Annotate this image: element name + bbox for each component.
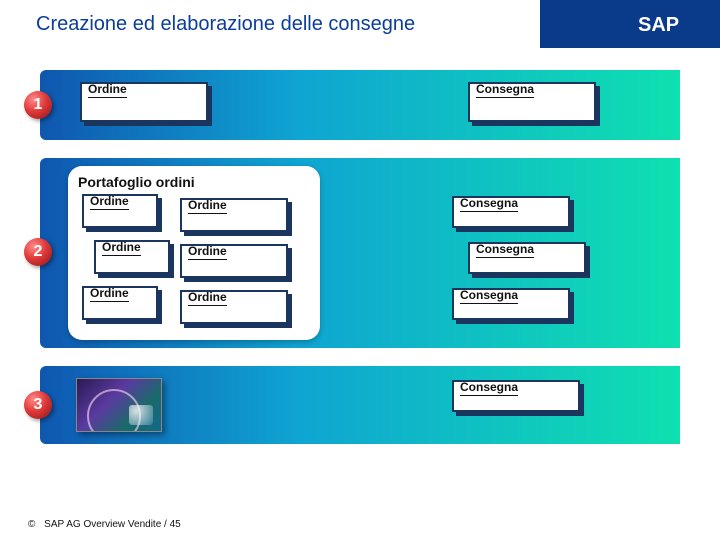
consegna-card: Consegna — [452, 196, 570, 228]
panel-3: 3 Consegna — [40, 366, 680, 444]
ordine-label: Ordine — [90, 194, 129, 210]
consegna-card: Consegna — [468, 82, 596, 122]
ordine-card: Ordine — [94, 240, 170, 274]
step-bullet-2: 2 — [24, 238, 52, 266]
ordine-label: Ordine — [188, 244, 227, 260]
copyright-symbol: © — [28, 519, 35, 530]
step-bullet-3: 3 — [24, 391, 52, 419]
consegna-label: Consegna — [460, 288, 518, 304]
consegna-label: Consegna — [460, 196, 518, 212]
ordine-card: Ordine — [82, 286, 158, 320]
page-title: Creazione ed elaborazione delle consegne — [36, 13, 415, 36]
ordine-card: Ordine — [180, 290, 288, 324]
ordine-label: Ordine — [188, 198, 227, 214]
ordine-label: Ordine — [102, 240, 141, 256]
ordine-card: Ordine — [80, 82, 208, 122]
footer-text: SAP AG Overview Vendite / 45 — [44, 519, 181, 530]
portfolio-title: Portafoglio ordini — [78, 174, 310, 190]
consegna-card: Consegna — [452, 288, 570, 320]
step-bullet-1: 1 — [24, 91, 52, 119]
ordine-label: Ordine — [188, 290, 227, 306]
panels: 1 Ordine Consegna 2 Portafoglio ordini O… — [0, 48, 720, 444]
ordine-card: Ordine — [180, 198, 288, 232]
ordine-label: Ordine — [88, 82, 127, 98]
consegna-label: Consegna — [476, 82, 534, 98]
sap-logo-text: SAP — [638, 14, 679, 36]
consegna-label: Consegna — [476, 242, 534, 258]
footer: © SAP AG Overview Vendite / 45 — [28, 519, 181, 530]
consegna-card: Consegna — [468, 242, 586, 274]
consegna-card: Consegna — [452, 380, 580, 412]
sap-logo: SAP — [632, 6, 704, 42]
consegna-label: Consegna — [460, 380, 518, 396]
ordine-card: Ordine — [82, 194, 158, 228]
slide: Creazione ed elaborazione delle consegne… — [0, 0, 720, 540]
header: Creazione ed elaborazione delle consegne — [0, 0, 720, 48]
decorative-photo — [76, 378, 162, 432]
ordine-label: Ordine — [90, 286, 129, 302]
ordine-card: Ordine — [180, 244, 288, 278]
panel-2: 2 Portafoglio ordini OrdineOrdineConsegn… — [40, 158, 680, 348]
panel-1: 1 Ordine Consegna — [40, 70, 680, 140]
